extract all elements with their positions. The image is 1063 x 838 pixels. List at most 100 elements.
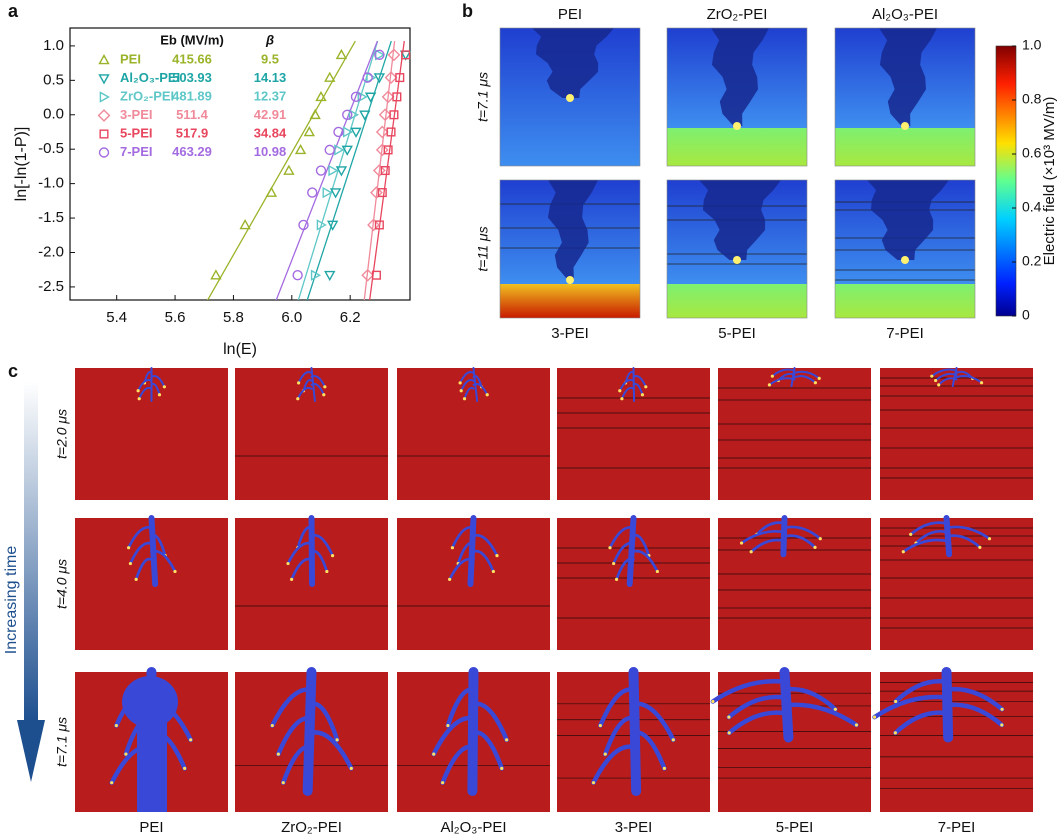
discharge-region [532,28,614,98]
data-point [377,188,387,198]
legend-name: PEI [120,51,141,66]
streamer-tip [608,546,612,550]
x-axis-title: ln(E) [223,341,257,358]
streamer-tip [591,781,596,785]
field-map [499,27,641,167]
streamer-branch [150,533,167,557]
data-point [335,48,348,60]
streamer-branch [944,702,1005,728]
streamer-branch [448,557,475,581]
beta-value: 9.5 [261,51,279,66]
x-tick-label: 6.0 [281,309,302,326]
streamer-branch [445,687,476,728]
streamer-tip [937,383,941,387]
data-point [335,166,348,177]
streamer-tip [128,561,133,566]
streamer-tip [322,393,326,397]
row-label: t=7.1 μs [475,72,491,122]
streamer-branch [310,533,334,557]
plot-frame [69,27,411,301]
streamer-branch [901,538,948,554]
streamer-tip [671,738,675,742]
discharge-region [867,180,949,260]
streamer-branch [632,375,647,388]
streamer-tip [854,723,859,727]
streamer-branch [451,525,475,550]
eb-value: 415.66 [172,51,212,66]
streamer-branch [296,386,313,400]
streamer-tip [817,376,821,380]
streamer-branch [909,521,948,536]
colorbar-tick-label: 0.6 [1022,145,1042,161]
streamer-tip [162,385,166,389]
breakdown-map [235,515,388,650]
streamer-tip [189,738,193,742]
colorbar-tick-label: 0.2 [1022,253,1042,269]
streamer-branch [955,375,983,384]
field-high [667,128,807,166]
x-tick-label: 5.6 [165,309,186,326]
beta-value: 42.91 [254,107,287,122]
data-point [334,144,345,156]
streamer-tip [335,738,339,742]
streamer-branch [620,386,635,400]
streamer-tip [124,752,128,756]
legend-marker [98,54,110,65]
streamer-tip [979,381,984,385]
streamer-branch [270,687,314,728]
streamer-tip [872,715,877,719]
streamer-branch [472,533,499,557]
breakdown-map [397,515,550,650]
colorbar-label: Electric field (×10³ MV/m) [1041,97,1058,266]
polymer-region [718,368,871,500]
streamer-branch [459,371,475,384]
streamer-branch [123,715,154,757]
eb-value: 481.89 [172,88,212,103]
data-point [370,186,383,199]
x-tick-label: 5.4 [106,309,127,326]
streamer-branch [149,730,187,771]
streamer-tip [323,385,327,389]
data-point [378,108,392,122]
streamer-tip [640,393,645,397]
streamer-branch [472,382,489,396]
data-point [357,91,368,103]
beta-value: 14.13 [254,70,287,85]
data-point [292,270,303,281]
breakdown-map [235,667,388,812]
streamer-branch [460,378,475,392]
data-point [265,186,278,197]
streamer-branch [310,382,325,396]
data-point [374,220,384,230]
streamer-branch [632,549,659,573]
legend-name: 3-PEI [120,107,153,122]
data-point [395,73,405,83]
panel-label: a [8,1,19,21]
breakdown-map [75,667,228,812]
streamer-tip [770,374,774,378]
streamer-tip [462,397,467,401]
y-tick-label: 0.0 [43,106,64,123]
data-point [383,145,393,155]
streamer-branch [296,526,313,550]
streamer-branch [134,557,153,581]
streamer-branch [771,368,796,378]
breakdown-map [75,367,228,500]
column-label: Al₂O₃-PEI [440,819,506,836]
data-point [309,108,321,120]
legend-marker [99,91,110,103]
streamer-branch [456,541,475,565]
y-tick-label: 0.5 [43,71,64,88]
row-label: t=2.0 μs [54,409,70,459]
data-point [384,71,398,84]
breakdown-map [557,367,710,500]
field-map [499,179,641,319]
field-hotspot [566,94,574,102]
streamer-tip [930,374,934,378]
data-point [341,145,353,156]
streamer-branch [710,679,787,704]
fit-line [306,40,392,300]
polymer-region [718,672,871,812]
colorbar-tick-label: 1.0 [1022,37,1042,53]
